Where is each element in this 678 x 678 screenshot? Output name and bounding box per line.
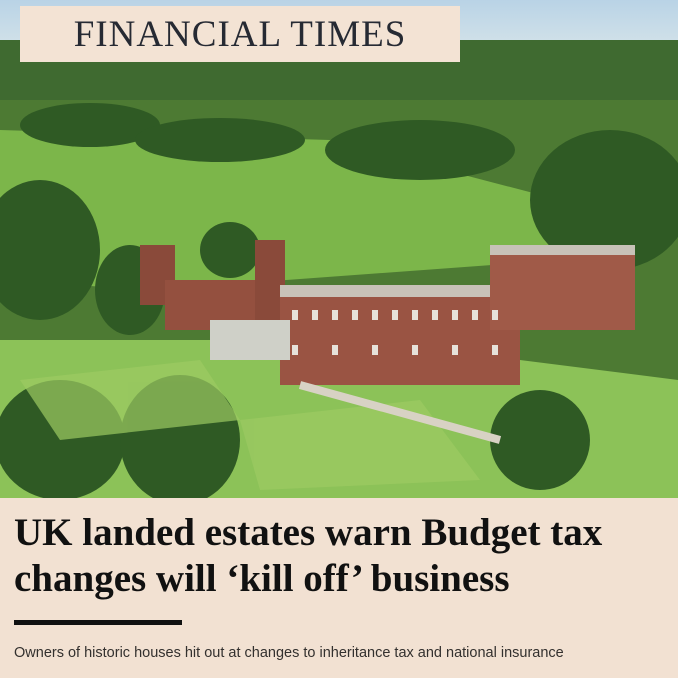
headline[interactable]: UK landed estates warn Budget tax change… (14, 510, 602, 602)
headline-line: UK landed estates warn Budget tax (14, 511, 603, 554)
headline-line: changes will ‘kill off’ business (14, 557, 510, 600)
masthead[interactable]: FINANCIAL TIMES (73, 13, 407, 55)
photo (0, 0, 678, 498)
standfirst: Owners of historic houses hit out at cha… (14, 645, 564, 661)
divider-rule (14, 620, 182, 625)
masthead-box: FINANCIAL TIMES (20, 6, 460, 62)
